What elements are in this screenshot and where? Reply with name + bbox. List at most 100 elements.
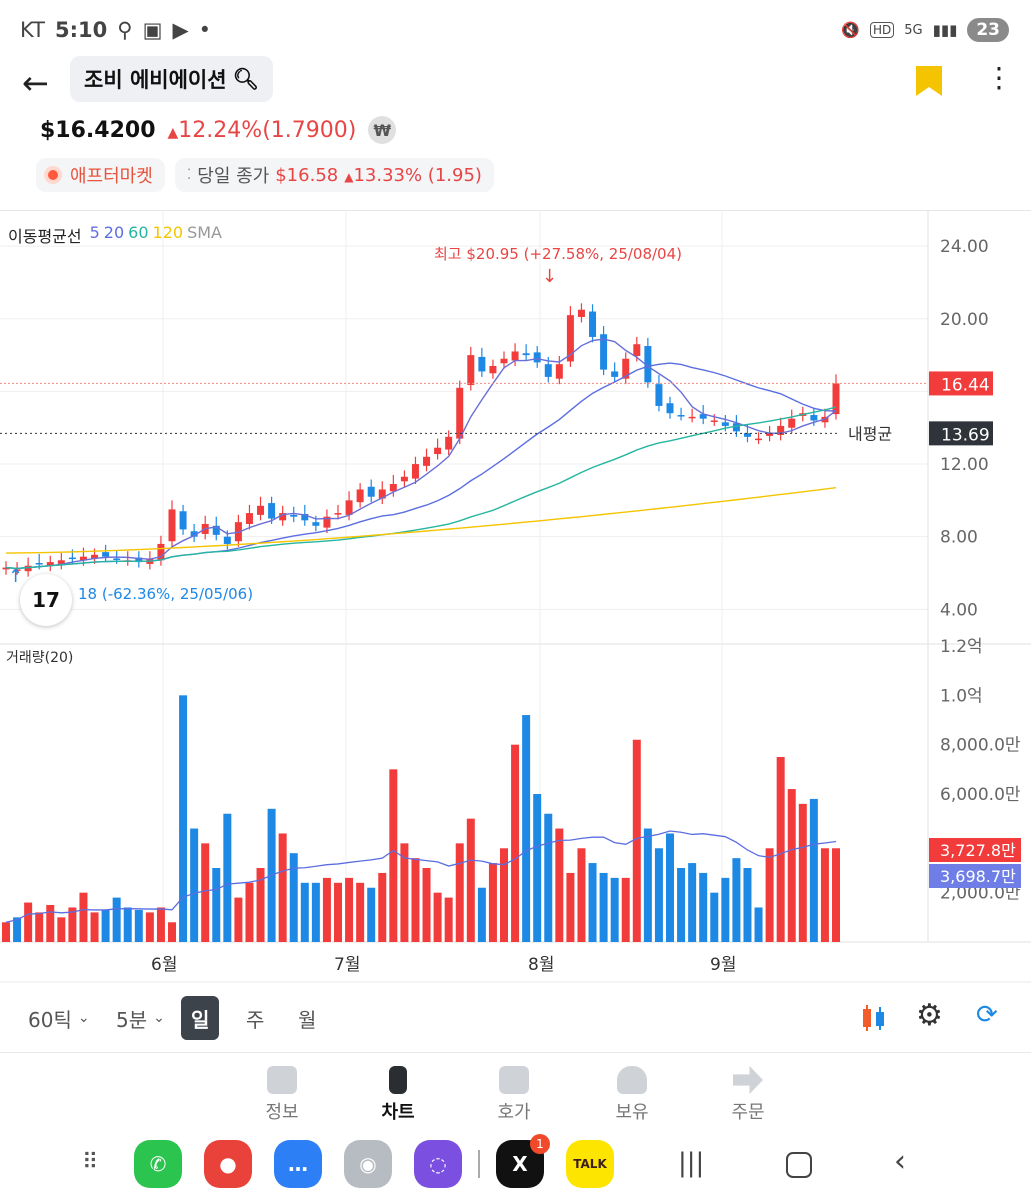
candle-body [223,536,231,544]
candle-body [135,557,143,563]
volume-bar [112,897,121,942]
back-arrow-icon[interactable]: ← [22,64,49,102]
home-icon[interactable] [786,1152,812,1178]
nav-orderbook[interactable]: 호가 [474,1066,554,1124]
candle-body [489,366,497,374]
candle-body [113,558,121,560]
nav-chart[interactable]: 차트 [358,1066,438,1124]
candle-body [389,484,397,492]
camera-app-icon[interactable]: ◉ [344,1140,392,1188]
candle-body [257,505,265,515]
candle-body [699,414,707,419]
orderbook-icon [499,1066,529,1094]
month-tick-label: 7월 [334,955,360,975]
nav-info[interactable]: 정보 [242,1066,322,1124]
candle-body [478,356,486,372]
candle-body [168,509,176,542]
quote-row: $16.4200 ▲12.24%(1.7900) ₩ [40,116,397,144]
candle-body [411,464,419,479]
ma120-line [5,486,837,554]
candle-body [611,371,619,377]
volume-bar [278,833,287,942]
candle-body [345,500,353,515]
browser-app-icon[interactable]: ◌ [414,1140,462,1188]
screen-record-icon: ▣ [142,18,163,42]
link-icon: ⚲ [117,18,133,42]
volume-bar [699,872,708,942]
candle-body [157,543,165,561]
aftermarket-label: 애프터마켓 [70,166,153,187]
up-triangle-icon: ▲ [167,124,179,141]
avg-price-badge [929,421,993,446]
candle-body [445,436,453,450]
prev-close-chip[interactable]: ⁚ 당일 종가 $16.58 ▲13.33% (1.95) [174,158,494,192]
candle-body [102,552,110,557]
candle-body [312,522,320,526]
back-nav-icon[interactable]: ‹ [894,1144,906,1179]
volume-bar [754,907,763,942]
candle-body [378,489,386,499]
volume-bar [488,863,497,942]
price-volume-chart[interactable]: 24.00 20.00 12.00 8.00 4.00 16.44 내평균 13.69 최고 $… [0,210,1031,990]
tab-day[interactable]: 일 [181,996,220,1040]
volume-bar [168,922,176,942]
settings-gear-icon[interactable]: ⚙ [916,998,943,1033]
currency-toggle-icon[interactable]: ₩ [368,116,397,144]
volume-bar [345,877,354,942]
ma-legend-5: 5 [89,223,100,242]
volume-bar [477,887,486,942]
rotate-screen-icon[interactable]: ⟳ [976,1000,998,1030]
app-drawer-icon[interactable]: ⠿ [82,1150,99,1175]
kakaotalk-app-icon[interactable]: TALK [566,1140,614,1188]
ma-legend-60: 60 [128,223,149,242]
volume-bar [234,897,243,942]
ma-legend[interactable]: 이동평균선 5 20 60 120 SMA [8,223,222,247]
candle-body [456,387,464,439]
stock-title: 조비 에비에이션 [84,68,227,92]
notification-badge: 1 [530,1134,550,1154]
candle-body [710,420,718,422]
candle-body [57,560,65,564]
tradingview-logo[interactable]: 17 [20,574,72,626]
volume-bar [411,858,420,942]
volume-bar [444,897,453,942]
volume-bar [145,912,154,942]
recent-apps-icon[interactable]: ||| [678,1148,705,1178]
nav-holdings[interactable]: 보유 [592,1066,672,1124]
month-tick-label: 8월 [528,955,554,975]
volume-bar [35,912,44,942]
price-tick-label: 4.00 [940,600,978,620]
volume-bar [721,877,730,942]
volume-bar [334,882,342,942]
contacts-app-icon[interactable]: ● [204,1140,252,1188]
candle-body [544,364,552,377]
high-annotation: 최고 $20.95 (+27.58%, 25/08/04) [434,245,682,263]
candle-type-icon[interactable] [860,1004,888,1032]
tick-selector[interactable]: 60틱 ⌄ [28,1007,90,1032]
bookmark-icon[interactable] [916,66,942,96]
nav-order[interactable]: 주문 [708,1066,788,1124]
volume-bar [577,848,586,942]
candle-body [644,346,652,383]
volume-bar [632,739,641,942]
battery-icon: 23 [967,18,1009,42]
volume-current-label: 3,727.8만 [940,841,1016,860]
ma-legend-label: 이동평균선 [8,227,82,246]
phone-app-icon[interactable]: ✆ [134,1140,182,1188]
volume-bar [223,813,232,942]
candle-body [677,415,685,417]
candle-body [68,557,76,560]
volume-bar [654,848,663,942]
aftermarket-chip[interactable]: 애프터마켓 [36,158,165,192]
stock-search-pill[interactable]: 조비 에비에이션 🔍︎ [70,56,274,102]
volume-ma-line [5,830,837,923]
tab-week[interactable]: 주 [246,1007,265,1032]
volume-bar [832,848,840,942]
chevron-down-icon: ⌄ [77,1010,90,1026]
tab-month[interactable]: 월 [298,1007,317,1032]
minute-selector[interactable]: 5분 ⌄ [116,1007,165,1032]
volume-bar [610,877,619,942]
more-menu-icon[interactable]: ⋮ [985,61,1013,94]
messages-app-icon[interactable]: … [274,1140,322,1188]
prev-close-change: ▲13.33% (1.95) [344,164,482,186]
